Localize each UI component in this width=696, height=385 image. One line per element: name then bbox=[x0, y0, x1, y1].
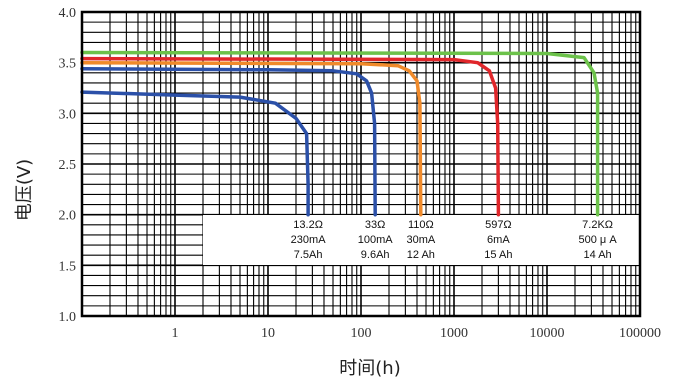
y-tick-label: 2.0 bbox=[59, 209, 77, 224]
x-tick-label: 1 bbox=[172, 326, 179, 341]
series-annotation-5-line-3: 14 Ah bbox=[584, 249, 612, 261]
plot-frame bbox=[80, 10, 642, 318]
series-line-3 bbox=[80, 60, 423, 217]
y-tick-label: 3.5 bbox=[59, 57, 77, 72]
series-annotations: 13.2Ω 230mA 7.5Ah 33Ω 100mA 9.6Ah 110Ω 30mA 12 A… bbox=[291, 219, 618, 261]
series-annotation-3-line-1: 110Ω bbox=[408, 219, 434, 231]
series-layer bbox=[80, 50, 600, 217]
series-annotation-3-line-2: 30mA bbox=[406, 234, 435, 246]
x-axis-title: 时间(h) bbox=[339, 358, 400, 379]
x-tick-label: 100000 bbox=[619, 326, 661, 341]
series-line-4 bbox=[80, 56, 501, 217]
x-tick-label: 100 bbox=[351, 326, 372, 341]
y-tick-label: 2.5 bbox=[59, 158, 77, 173]
y-tick-label: 3.0 bbox=[59, 107, 77, 122]
y-tick-labels: 1.0 1.5 2.0 2.5 3.0 3.5 4.0 bbox=[59, 6, 77, 325]
y-tick-label: 4.0 bbox=[59, 6, 77, 21]
series-annotation-4-line-2: 6mA bbox=[487, 234, 510, 246]
series-annotation-2-line-1: 33Ω bbox=[365, 219, 385, 231]
series-annotation-3-line-3: 12 Ah bbox=[407, 249, 435, 261]
y-tick-label: 1.5 bbox=[59, 259, 77, 274]
series-line-2 bbox=[80, 66, 377, 217]
series-annotation-2-line-2: 100mA bbox=[358, 234, 394, 246]
y-axis-title: 电压(V) bbox=[14, 159, 35, 221]
series-annotation-4-line-1: 597Ω bbox=[485, 219, 512, 231]
series-line-1 bbox=[80, 90, 310, 217]
series-line-5 bbox=[80, 50, 600, 217]
x-tick-label: 1000 bbox=[440, 326, 468, 341]
series-annotation-2-line-3: 9.6Ah bbox=[361, 249, 390, 261]
x-tick-label: 10000 bbox=[530, 326, 565, 341]
y-tick-label: 1.0 bbox=[59, 310, 77, 325]
series-annotation-5-line-2: 500 μ A bbox=[579, 234, 618, 246]
series-annotation-1-line-1: 13.2Ω bbox=[293, 219, 323, 231]
series-annotation-1-line-2: 230mA bbox=[291, 234, 327, 246]
annotation-box-bg bbox=[203, 215, 640, 265]
series-annotation-4-line-3: 15 Ah bbox=[484, 249, 512, 261]
series-annotation-5-line-1: 7.2KΩ bbox=[582, 219, 613, 231]
annotation-box bbox=[203, 215, 640, 265]
x-tick-label: 10 bbox=[261, 326, 275, 341]
x-tick-labels: 1 10 100 1000 10000 100000 bbox=[172, 326, 662, 341]
series-annotation-1-line-3: 7.5Ah bbox=[294, 249, 323, 261]
